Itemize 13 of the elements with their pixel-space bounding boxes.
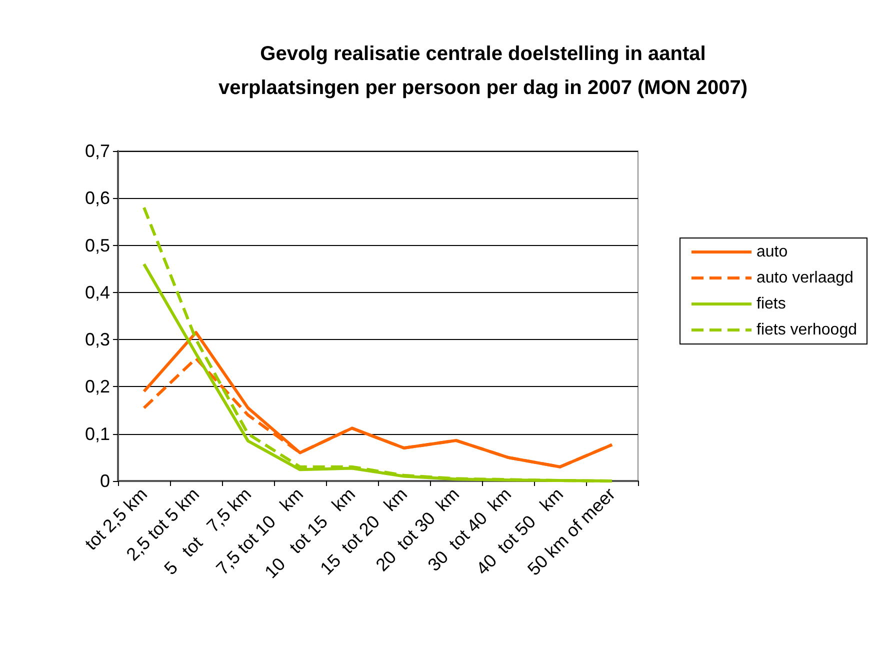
y-tick-label: 0,7: [84, 141, 110, 161]
legend-label: auto verlaagd: [756, 270, 854, 286]
y-tick-label: 0,5: [84, 235, 110, 256]
y-tick-label: 0,3: [84, 330, 110, 350]
legend-label: fiets: [756, 296, 786, 312]
y-tick-label: 0,1: [84, 424, 110, 444]
y-tick-label: 0,4: [84, 282, 110, 302]
chart-title: Gevolg realisatie centrale doelstelling in aantal verplaatsingen per persoon per dag in 2007 (MON 2007): [218, 43, 748, 99]
y-tick-label: 0: [100, 471, 110, 491]
y-tick-label: 0,2: [84, 376, 110, 397]
legend-label: auto: [756, 244, 788, 260]
legend-label: fiets verhoogd: [756, 322, 858, 338]
y-tick-label: 0,6: [84, 188, 110, 208]
